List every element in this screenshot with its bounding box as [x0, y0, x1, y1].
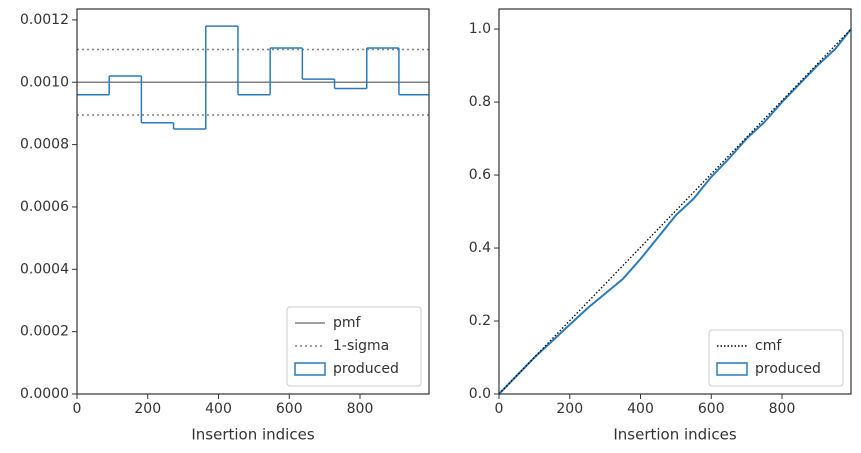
- legend-patch: [294, 362, 326, 376]
- x-tick-label: 600: [698, 401, 725, 417]
- legend-label: cmf: [755, 338, 782, 354]
- legend-patch: [716, 362, 748, 376]
- x-tick-label: 800: [347, 401, 374, 417]
- plot-frame: [498, 8, 852, 395]
- y-tick-label: 0.0: [469, 386, 491, 402]
- x-tick-label: 400: [205, 401, 232, 417]
- x-tick-label: 600: [276, 401, 303, 417]
- legend-box: [286, 306, 422, 387]
- y-tick-label: 0.0004: [20, 261, 69, 277]
- x-axis-label: Insertion indices: [191, 426, 314, 444]
- y-tick-label: 0.8: [469, 94, 491, 110]
- plot-frame: [76, 8, 430, 395]
- legend-label: produced: [755, 361, 821, 377]
- y-tick-label: 0.6: [469, 167, 491, 183]
- y-tick-label: 0.2: [469, 313, 491, 329]
- legend-box: [708, 329, 844, 387]
- y-tick-label: 0.4: [469, 240, 491, 256]
- y-tick-label: 0.0008: [20, 137, 69, 153]
- x-tick-label: 200: [134, 401, 161, 417]
- x-tick-label: 0: [495, 401, 504, 417]
- x-tick-label: 400: [627, 401, 654, 417]
- legend-label: produced: [333, 361, 399, 377]
- x-tick-label: 800: [769, 401, 796, 417]
- y-tick-label: 1.0: [469, 21, 491, 37]
- produced-line: [498, 28, 852, 395]
- y-tick-label: 0.0010: [20, 74, 69, 90]
- x-axis-label: Insertion indices: [613, 426, 736, 444]
- legend-label: 1-sigma: [333, 338, 389, 354]
- y-tick-label: 0.0006: [20, 199, 69, 215]
- y-tick-label: 0.0012: [20, 12, 69, 28]
- y-tick-label: 0.0000: [20, 386, 69, 402]
- cmf-line: [498, 28, 852, 395]
- y-tick-label: 0.0002: [20, 324, 69, 340]
- x-tick-label: 0: [73, 401, 82, 417]
- x-tick-label: 200: [556, 401, 583, 417]
- legend-label: pmf: [333, 315, 362, 331]
